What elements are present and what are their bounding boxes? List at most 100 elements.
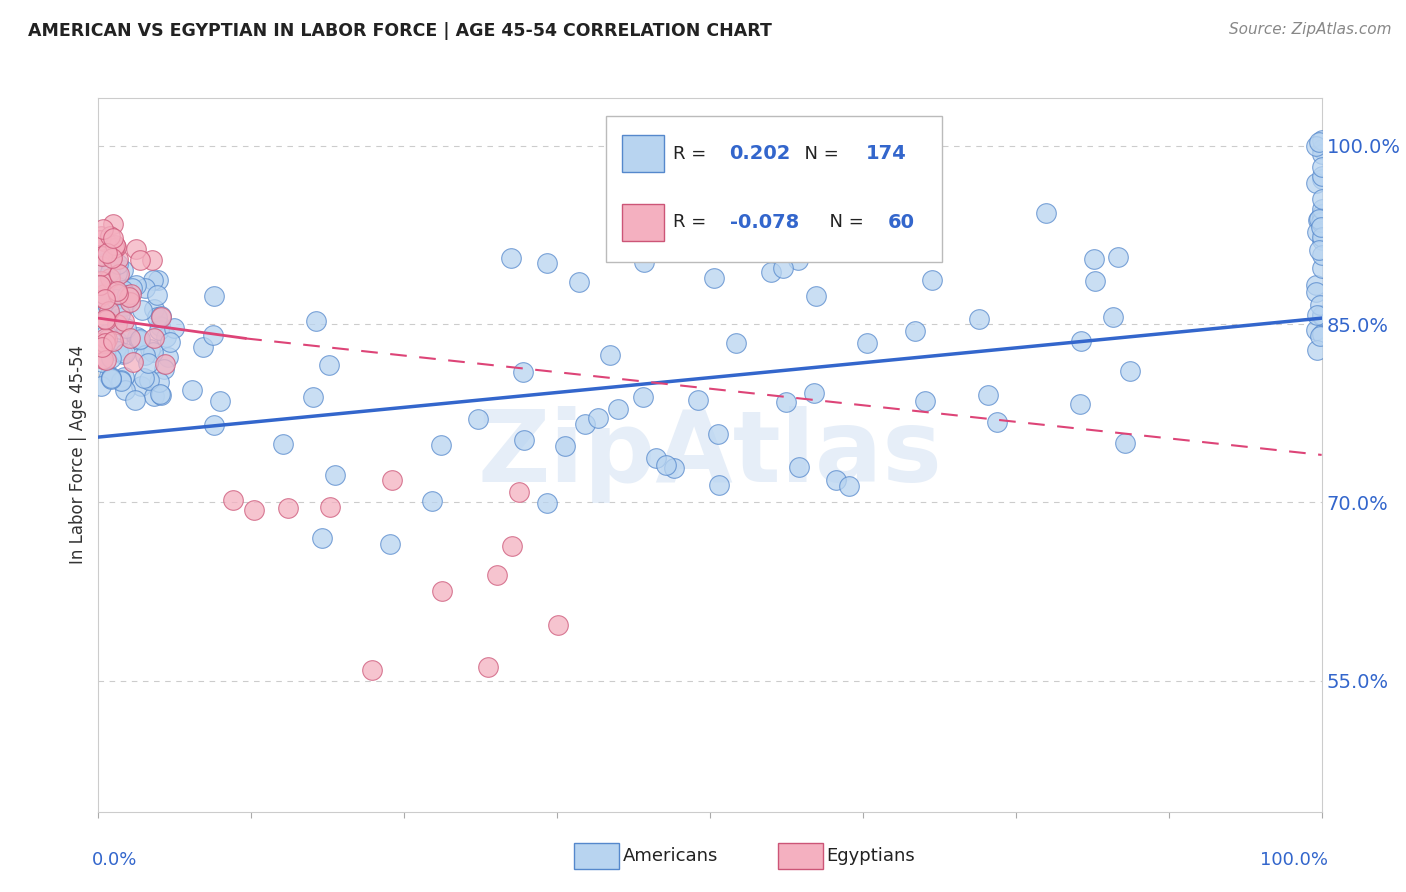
Text: ZipAtlas: ZipAtlas bbox=[478, 407, 942, 503]
Point bbox=[125, 278, 148, 293]
Point bbox=[1305, 277, 1327, 292]
Point bbox=[633, 255, 655, 269]
Point bbox=[921, 273, 943, 287]
Point bbox=[112, 283, 135, 297]
Point bbox=[977, 388, 1000, 402]
Text: N =: N = bbox=[818, 213, 869, 231]
Point bbox=[824, 474, 846, 488]
Point bbox=[243, 503, 266, 517]
Point bbox=[430, 438, 453, 452]
Point bbox=[112, 287, 135, 301]
Point bbox=[104, 292, 127, 306]
Point bbox=[1310, 160, 1333, 174]
Point bbox=[148, 376, 170, 390]
Point bbox=[644, 450, 666, 465]
Point bbox=[277, 501, 299, 516]
Text: 174: 174 bbox=[865, 145, 905, 163]
Point bbox=[90, 379, 112, 393]
Point bbox=[904, 324, 927, 338]
Point bbox=[89, 248, 111, 262]
Point bbox=[90, 228, 112, 243]
Point bbox=[477, 660, 499, 674]
Point bbox=[134, 371, 156, 385]
Point bbox=[202, 328, 225, 343]
Point bbox=[97, 296, 120, 310]
Point bbox=[1118, 364, 1140, 378]
Point bbox=[1310, 220, 1333, 235]
Point bbox=[142, 273, 165, 287]
Point bbox=[125, 242, 148, 256]
Point bbox=[1310, 211, 1333, 226]
Point bbox=[191, 340, 214, 354]
Point bbox=[574, 417, 596, 431]
Point bbox=[104, 238, 127, 252]
Point bbox=[98, 254, 121, 268]
Point bbox=[1309, 298, 1331, 312]
Point bbox=[699, 229, 721, 244]
Point bbox=[107, 287, 129, 301]
Point bbox=[97, 290, 120, 304]
Point bbox=[1084, 274, 1107, 288]
Point bbox=[513, 433, 536, 447]
Point bbox=[512, 365, 534, 379]
Point bbox=[112, 313, 135, 327]
Point bbox=[117, 293, 139, 307]
Point bbox=[148, 323, 170, 337]
Point bbox=[202, 417, 225, 432]
Point bbox=[100, 372, 122, 386]
Point bbox=[1310, 206, 1333, 220]
Point bbox=[104, 341, 127, 355]
Point bbox=[301, 390, 323, 404]
Point bbox=[143, 331, 166, 345]
Point bbox=[91, 222, 114, 236]
Point bbox=[1308, 243, 1330, 257]
Text: -0.078: -0.078 bbox=[730, 213, 799, 232]
Point bbox=[105, 285, 128, 299]
Point bbox=[136, 356, 159, 370]
Point bbox=[107, 268, 129, 282]
Point bbox=[114, 346, 136, 360]
Point bbox=[93, 351, 115, 366]
Point bbox=[153, 361, 176, 376]
Point bbox=[1305, 323, 1327, 337]
Point bbox=[806, 289, 828, 303]
Point bbox=[181, 383, 204, 397]
Point bbox=[96, 332, 118, 346]
Point bbox=[325, 467, 347, 482]
Point bbox=[89, 233, 111, 247]
Point bbox=[361, 663, 384, 677]
Point bbox=[143, 389, 166, 403]
Point bbox=[1310, 169, 1333, 183]
Point bbox=[485, 568, 508, 582]
Point bbox=[118, 290, 141, 304]
Point bbox=[91, 299, 114, 313]
Point bbox=[139, 342, 162, 356]
Point bbox=[91, 355, 114, 369]
Point bbox=[1310, 326, 1333, 341]
Point bbox=[1308, 211, 1330, 226]
FancyBboxPatch shape bbox=[621, 136, 664, 172]
Point bbox=[787, 459, 810, 474]
Point bbox=[90, 273, 112, 287]
Point bbox=[107, 343, 129, 358]
Point bbox=[1069, 397, 1091, 411]
Point bbox=[141, 253, 163, 268]
Point bbox=[1107, 251, 1129, 265]
Point bbox=[688, 392, 710, 407]
Point bbox=[93, 256, 115, 270]
Point bbox=[271, 437, 294, 451]
Point bbox=[112, 299, 135, 313]
Point bbox=[420, 494, 443, 508]
Point bbox=[554, 439, 576, 453]
Point bbox=[107, 280, 129, 294]
Point bbox=[107, 257, 129, 271]
Point bbox=[118, 294, 141, 309]
Point bbox=[631, 390, 654, 404]
Point bbox=[101, 334, 124, 348]
Point bbox=[1306, 225, 1329, 239]
Point bbox=[787, 253, 810, 268]
Point bbox=[155, 330, 177, 344]
Text: Egyptians: Egyptians bbox=[827, 847, 915, 865]
Point bbox=[97, 304, 120, 318]
Point bbox=[1310, 224, 1333, 238]
